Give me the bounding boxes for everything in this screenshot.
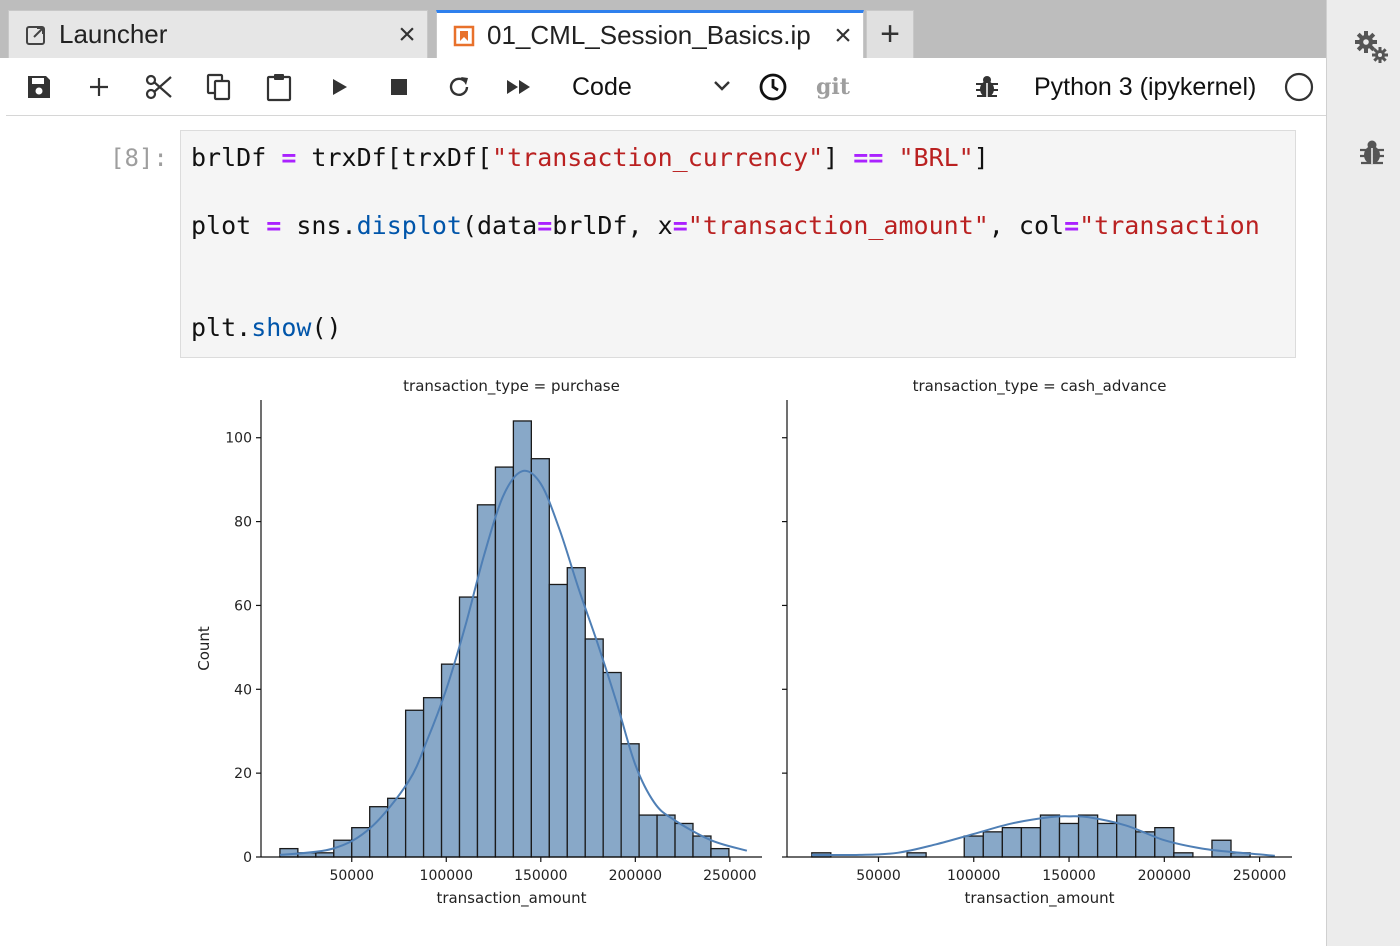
x-axis-label: transaction_amount <box>964 889 1114 908</box>
histogram-bar <box>1116 814 1137 858</box>
facet-title: transaction_type = purchase <box>403 377 620 396</box>
kernel-name[interactable]: Python 3 (ipykernel) <box>1034 73 1257 101</box>
notebook-panel: [8]: brlDf = trxDf[trxDf["transaction_cu… <box>6 116 1326 946</box>
stop-icon[interactable] <box>382 70 416 104</box>
kde-line <box>279 469 748 856</box>
x-tick-label: 150000 <box>514 868 567 884</box>
x-tick-label: 200000 <box>609 868 662 884</box>
copy-icon[interactable] <box>202 70 236 104</box>
histogram-bar <box>674 822 694 858</box>
tab-strip: Launcher × 01_CML_Session_Basics.ip × + <box>0 0 1326 58</box>
tab-label: Launcher <box>59 19 168 49</box>
code-text: brlDf = trxDf[trxDf["transaction_currenc… <box>191 143 989 172</box>
launcher-icon <box>25 24 47 46</box>
paste-icon[interactable] <box>262 70 296 104</box>
code-text: plot = sns.displot(data=brlDf, x="transa… <box>191 211 1260 240</box>
run-all-icon[interactable] <box>502 70 536 104</box>
add-cell-icon[interactable] <box>82 70 116 104</box>
y-axis-label: Count <box>195 626 213 671</box>
histogram-bar <box>1039 814 1061 858</box>
histogram-bar <box>494 466 515 858</box>
x-tick-label: 100000 <box>947 868 1000 884</box>
kernel-status-icon <box>1282 70 1316 104</box>
plus-icon: + <box>880 15 900 53</box>
kde-line <box>811 815 1275 857</box>
x-tick-label: 150000 <box>1042 868 1095 884</box>
histogram-bar <box>566 567 586 858</box>
x-tick-label: 250000 <box>703 868 756 884</box>
y-tick-label: 60 <box>234 598 252 614</box>
histogram-bar <box>620 743 640 858</box>
execution-count-prompt: [8]: <box>110 144 168 172</box>
histogram-bar <box>512 420 533 858</box>
histogram-bar <box>1173 852 1194 858</box>
notebook-toolbar: Code git Python 3 (ipykernel) <box>6 58 1326 116</box>
y-tick-label: 80 <box>234 515 252 531</box>
code-cell-editor[interactable]: brlDf = trxDf[trxDf["transaction_currenc… <box>180 130 1296 358</box>
histogram-bar <box>963 835 984 858</box>
x-tick-label: 50000 <box>856 868 901 884</box>
tab-notebook[interactable]: 01_CML_Session_Basics.ip × <box>436 10 864 58</box>
cell-type-label: Code <box>572 72 632 101</box>
property-inspector-icon[interactable] <box>1353 28 1389 69</box>
histogram-bar <box>315 852 335 858</box>
histogram-bar <box>476 504 497 858</box>
histogram-bar <box>982 831 1003 858</box>
y-tick-label: 0 <box>243 850 252 866</box>
histogram-bar <box>1077 814 1099 858</box>
histogram-bar <box>1020 827 1042 858</box>
histogram-bar <box>422 697 443 858</box>
debugger-panel-icon[interactable] <box>1357 138 1387 173</box>
clock-icon[interactable] <box>756 70 790 104</box>
histogram-bar <box>1058 822 1080 858</box>
new-tab-button[interactable]: + <box>866 10 914 58</box>
histogram-bar <box>404 709 425 858</box>
y-tick-label: 40 <box>234 682 252 698</box>
close-icon[interactable]: × <box>398 17 416 51</box>
x-tick-label: 250000 <box>1233 868 1286 884</box>
chevron-down-icon <box>712 78 732 97</box>
code-text: plt.show() <box>191 313 342 342</box>
code-line: brlDf = trxDf[trxDf["transaction_currenc… <box>191 143 989 172</box>
y-tick-label: 20 <box>234 766 252 782</box>
histogram-bar <box>906 852 927 858</box>
notebook-icon <box>453 25 475 47</box>
cell-type-select[interactable]: Code <box>572 70 732 104</box>
x-tick-label: 50000 <box>329 868 374 884</box>
y-tick-label: 100 <box>225 431 252 447</box>
histogram-figure: 0 20 40 60 80 100 50000 100000 150000 200000 25000… <box>195 377 1292 908</box>
git-icon[interactable]: git <box>816 74 850 100</box>
tab-launcher[interactable]: Launcher × <box>8 10 428 58</box>
tab-label: 01_CML_Session_Basics.ip <box>487 20 811 50</box>
debugger-icon[interactable] <box>970 70 1004 104</box>
code-line: plt.show() <box>191 313 342 342</box>
x-tick-label: 200000 <box>1138 868 1191 884</box>
histogram-bar <box>1096 822 1118 858</box>
histogram-bar <box>548 583 568 858</box>
histogram-bar <box>1211 839 1232 858</box>
run-icon[interactable] <box>322 70 356 104</box>
save-icon[interactable] <box>22 70 56 104</box>
x-axis-label: transaction_amount <box>436 889 586 908</box>
code-line: plot = sns.displot(data=brlDf, x="transa… <box>191 211 1260 240</box>
histogram-bar <box>656 814 676 858</box>
histogram-bar <box>530 458 550 858</box>
facet-title: transaction_type = cash_advance <box>913 377 1167 396</box>
histogram-bar <box>1001 827 1023 858</box>
cell-output: 0 20 40 60 80 100 50000 100000 150000 200000 25000… <box>184 370 1296 930</box>
right-sidebar <box>1326 0 1400 946</box>
x-tick-label: 100000 <box>420 868 473 884</box>
histogram-bar <box>710 847 730 858</box>
close-icon[interactable]: × <box>834 18 852 52</box>
histogram-bar <box>602 671 622 858</box>
cut-icon[interactable] <box>142 70 176 104</box>
restart-icon[interactable] <box>442 70 476 104</box>
histogram-bar <box>584 638 604 858</box>
histogram-bar <box>638 814 658 858</box>
